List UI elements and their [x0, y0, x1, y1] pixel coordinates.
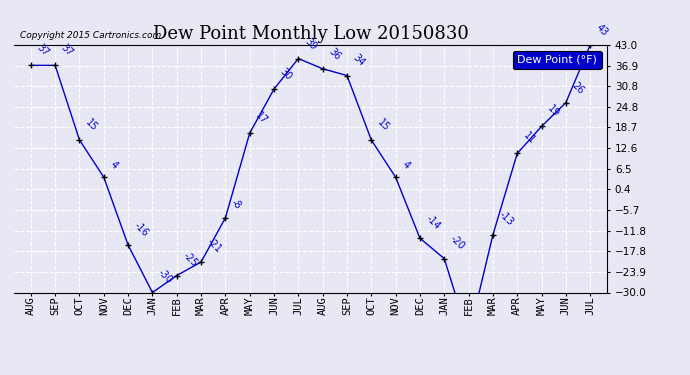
Text: -8: -8	[230, 197, 244, 211]
Text: 4: 4	[108, 159, 119, 170]
Text: -16: -16	[132, 220, 150, 238]
Text: 39: 39	[302, 36, 318, 52]
Text: 43: 43	[594, 22, 610, 38]
Text: 17: 17	[254, 110, 270, 126]
Text: -21: -21	[205, 237, 224, 255]
Text: -20: -20	[448, 233, 466, 252]
Text: -13: -13	[497, 210, 515, 228]
Text: 37: 37	[35, 43, 51, 58]
Text: 26: 26	[570, 80, 586, 96]
Text: -30: -30	[157, 267, 175, 285]
Text: -14: -14	[424, 213, 442, 231]
Text: 34: 34	[351, 53, 367, 69]
Text: 19: 19	[546, 104, 562, 119]
Text: 15: 15	[375, 117, 391, 133]
Text: 11: 11	[522, 131, 537, 147]
Text: 37: 37	[59, 43, 75, 58]
Text: -25: -25	[181, 250, 199, 268]
Text: 4: 4	[400, 159, 411, 170]
Title: Dew Point Monthly Low 20150830: Dew Point Monthly Low 20150830	[152, 26, 469, 44]
Text: 36: 36	[327, 46, 342, 62]
Text: -43: -43	[0, 374, 1, 375]
Text: 15: 15	[83, 117, 99, 133]
Text: 30: 30	[278, 66, 294, 82]
Text: Copyright 2015 Cartronics.com: Copyright 2015 Cartronics.com	[20, 31, 161, 40]
Legend: Dew Point (°F): Dew Point (°F)	[513, 51, 602, 69]
